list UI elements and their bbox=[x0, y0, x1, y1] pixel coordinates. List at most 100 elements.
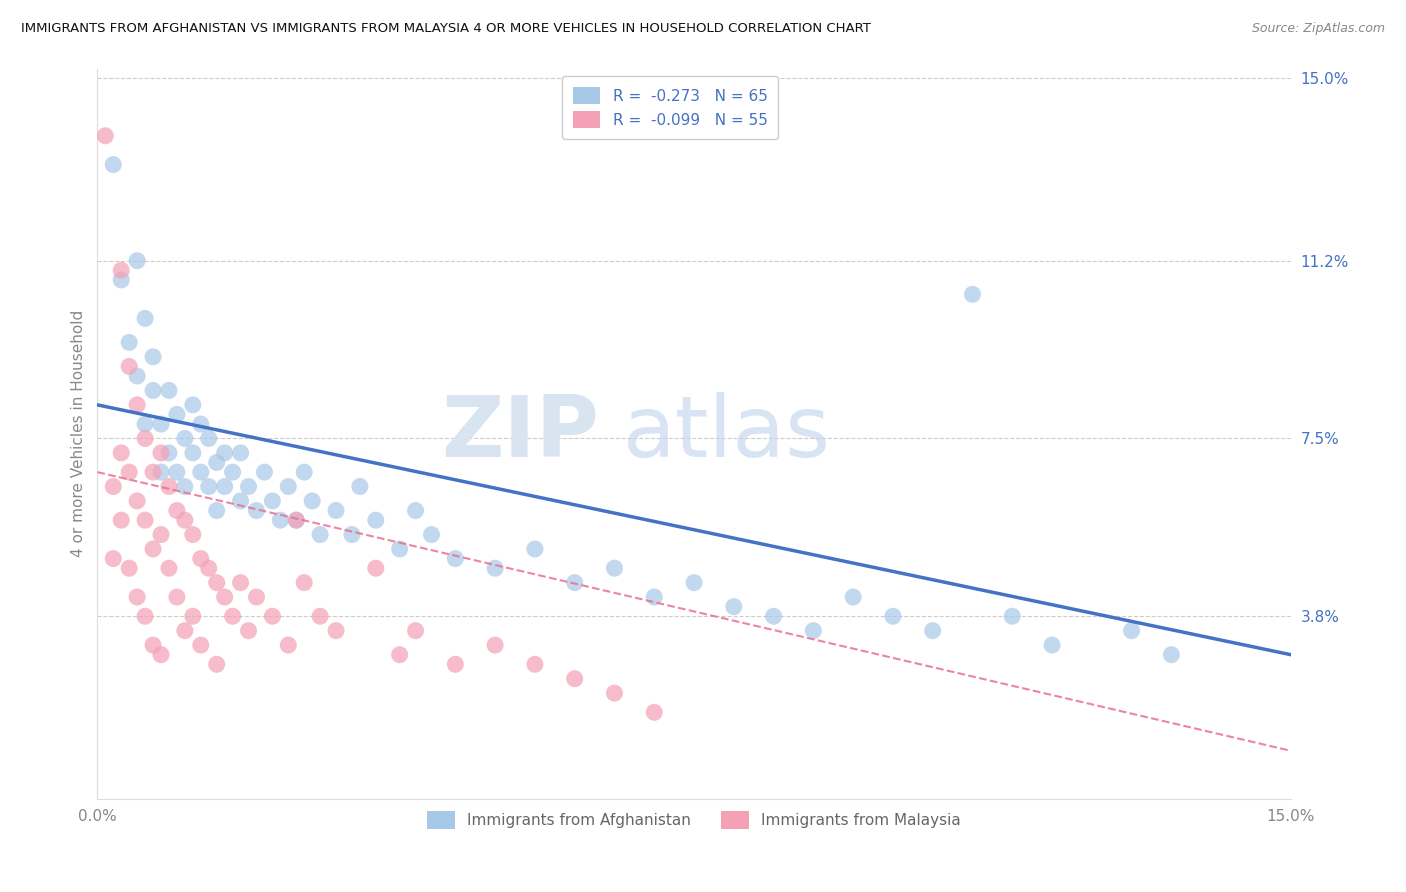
Point bbox=[842, 590, 865, 604]
Point bbox=[405, 624, 427, 638]
Point bbox=[484, 638, 506, 652]
Point bbox=[103, 479, 125, 493]
Point bbox=[205, 575, 228, 590]
Point bbox=[962, 287, 984, 301]
Point bbox=[150, 446, 173, 460]
Point bbox=[1160, 648, 1182, 662]
Text: Source: ZipAtlas.com: Source: ZipAtlas.com bbox=[1251, 22, 1385, 36]
Point bbox=[110, 513, 132, 527]
Point bbox=[388, 648, 411, 662]
Point bbox=[150, 417, 173, 431]
Point bbox=[134, 417, 156, 431]
Point bbox=[134, 513, 156, 527]
Point bbox=[238, 479, 260, 493]
Point bbox=[157, 479, 180, 493]
Point bbox=[603, 561, 626, 575]
Point bbox=[325, 503, 347, 517]
Text: ZIP: ZIP bbox=[441, 392, 599, 475]
Point bbox=[762, 609, 785, 624]
Point bbox=[127, 253, 149, 268]
Point bbox=[245, 503, 267, 517]
Point bbox=[309, 609, 332, 624]
Point bbox=[292, 575, 315, 590]
Point bbox=[643, 706, 665, 720]
Point bbox=[127, 398, 149, 412]
Point bbox=[229, 494, 252, 508]
Point bbox=[166, 408, 188, 422]
Point bbox=[150, 527, 173, 541]
Point bbox=[643, 590, 665, 604]
Point bbox=[340, 527, 363, 541]
Point bbox=[142, 541, 165, 556]
Point bbox=[523, 541, 546, 556]
Point bbox=[173, 624, 195, 638]
Point bbox=[803, 624, 825, 638]
Point bbox=[444, 657, 467, 672]
Point bbox=[150, 465, 173, 479]
Point bbox=[173, 513, 195, 527]
Point bbox=[142, 465, 165, 479]
Point bbox=[262, 494, 284, 508]
Point bbox=[285, 513, 308, 527]
Point bbox=[205, 657, 228, 672]
Point bbox=[277, 479, 299, 493]
Point bbox=[134, 432, 156, 446]
Point bbox=[142, 384, 165, 398]
Point bbox=[484, 561, 506, 575]
Point bbox=[214, 590, 236, 604]
Point bbox=[110, 273, 132, 287]
Point bbox=[221, 465, 243, 479]
Point bbox=[444, 551, 467, 566]
Point bbox=[166, 590, 188, 604]
Point bbox=[173, 432, 195, 446]
Point bbox=[262, 609, 284, 624]
Point bbox=[157, 561, 180, 575]
Point bbox=[229, 575, 252, 590]
Point bbox=[166, 465, 188, 479]
Point bbox=[292, 465, 315, 479]
Legend: Immigrants from Afghanistan, Immigrants from Malaysia: Immigrants from Afghanistan, Immigrants … bbox=[422, 805, 967, 835]
Point bbox=[157, 446, 180, 460]
Point bbox=[364, 513, 387, 527]
Point bbox=[103, 158, 125, 172]
Point bbox=[238, 624, 260, 638]
Point bbox=[190, 417, 212, 431]
Point bbox=[190, 465, 212, 479]
Point bbox=[190, 551, 212, 566]
Point bbox=[245, 590, 267, 604]
Point bbox=[301, 494, 323, 508]
Point bbox=[420, 527, 443, 541]
Point bbox=[173, 479, 195, 493]
Point bbox=[214, 479, 236, 493]
Point bbox=[523, 657, 546, 672]
Point bbox=[229, 446, 252, 460]
Point bbox=[118, 335, 141, 350]
Point bbox=[603, 686, 626, 700]
Point bbox=[181, 398, 204, 412]
Point bbox=[134, 609, 156, 624]
Point bbox=[181, 609, 204, 624]
Point bbox=[127, 590, 149, 604]
Point bbox=[349, 479, 371, 493]
Point bbox=[142, 350, 165, 364]
Point bbox=[127, 494, 149, 508]
Point bbox=[683, 575, 706, 590]
Point bbox=[921, 624, 943, 638]
Point bbox=[94, 128, 117, 143]
Point bbox=[118, 561, 141, 575]
Point bbox=[142, 638, 165, 652]
Point bbox=[309, 527, 332, 541]
Text: IMMIGRANTS FROM AFGHANISTAN VS IMMIGRANTS FROM MALAYSIA 4 OR MORE VEHICLES IN HO: IMMIGRANTS FROM AFGHANISTAN VS IMMIGRANT… bbox=[21, 22, 870, 36]
Point bbox=[1040, 638, 1063, 652]
Point bbox=[110, 263, 132, 277]
Point bbox=[197, 432, 219, 446]
Point bbox=[253, 465, 276, 479]
Point bbox=[269, 513, 291, 527]
Point bbox=[405, 503, 427, 517]
Point bbox=[221, 609, 243, 624]
Point bbox=[118, 359, 141, 374]
Point bbox=[1121, 624, 1143, 638]
Point bbox=[205, 456, 228, 470]
Point bbox=[564, 672, 586, 686]
Point bbox=[205, 503, 228, 517]
